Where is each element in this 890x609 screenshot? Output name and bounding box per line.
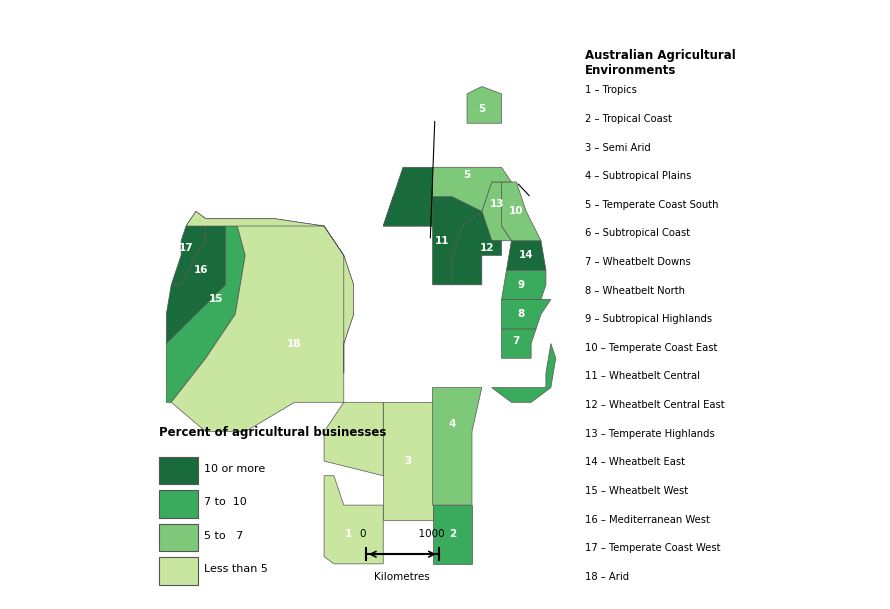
Text: 7 – Wheatbelt Downs: 7 – Wheatbelt Downs [585,257,691,267]
Polygon shape [433,505,472,564]
Polygon shape [433,387,481,505]
Text: 4: 4 [449,420,456,429]
Text: 14: 14 [519,250,533,261]
Text: Kilometres: Kilometres [375,572,430,582]
Text: 15 – Wheatbelt West: 15 – Wheatbelt West [585,486,688,496]
Text: 8 – Wheatbelt North: 8 – Wheatbelt North [585,286,685,295]
Text: 10 – Temperate Coast East: 10 – Temperate Coast East [585,343,717,353]
Text: 9: 9 [518,280,525,290]
Text: 7: 7 [513,336,520,346]
Polygon shape [502,329,536,358]
Polygon shape [384,403,433,520]
Text: 5: 5 [464,170,471,180]
Text: 3 – Semi Arid: 3 – Semi Arid [585,143,651,152]
Text: 11: 11 [435,236,449,246]
Text: 13: 13 [490,199,504,209]
Text: 5 – Temperate Coast South: 5 – Temperate Coast South [585,200,718,209]
Polygon shape [186,211,353,373]
Polygon shape [324,476,384,564]
Polygon shape [384,167,433,226]
Text: 16 – Mediterranean West: 16 – Mediterranean West [585,515,710,524]
Text: 11 – Wheatbelt Central: 11 – Wheatbelt Central [585,371,700,381]
Text: 10 or more: 10 or more [205,464,266,474]
Text: 3: 3 [404,456,411,466]
Text: 6 – Subtropical Coast: 6 – Subtropical Coast [585,228,691,238]
Text: 1: 1 [345,529,352,540]
Text: 10: 10 [509,206,523,216]
Text: 0                1000: 0 1000 [360,529,445,539]
Polygon shape [171,219,384,476]
Text: 17 – Temperate Coast West: 17 – Temperate Coast West [585,543,721,553]
Polygon shape [502,182,541,241]
Text: 12: 12 [480,243,494,253]
Text: 14 – Wheatbelt East: 14 – Wheatbelt East [585,457,685,467]
Text: Percent of agricultural businesses: Percent of agricultural businesses [158,426,386,439]
Polygon shape [506,241,546,270]
Text: 6: 6 [522,375,530,385]
Polygon shape [452,211,502,285]
Text: 1 – Tropics: 1 – Tropics [585,85,637,95]
Polygon shape [467,86,502,123]
Text: 5 to   7: 5 to 7 [205,531,244,541]
FancyBboxPatch shape [158,557,198,585]
Text: 7 to  10: 7 to 10 [205,498,247,507]
Text: Less than 5: Less than 5 [205,565,268,574]
Polygon shape [433,197,481,285]
Text: 9 – Subtropical Highlands: 9 – Subtropical Highlands [585,314,712,324]
FancyBboxPatch shape [158,524,198,551]
Polygon shape [433,167,512,211]
Text: 2 – Tropical Coast: 2 – Tropical Coast [585,114,672,124]
Text: Australian Agricultural
Environments: Australian Agricultural Environments [585,49,736,77]
Polygon shape [481,182,512,241]
Polygon shape [166,219,225,343]
Polygon shape [502,300,551,329]
Text: 4 – Subtropical Plains: 4 – Subtropical Plains [585,171,692,181]
Polygon shape [502,270,546,300]
Polygon shape [166,219,245,403]
Text: 13 – Temperate Highlands: 13 – Temperate Highlands [585,429,715,438]
Text: 16: 16 [193,265,208,275]
Polygon shape [491,343,555,403]
Text: 17: 17 [179,243,193,253]
Text: 15: 15 [208,295,222,304]
Text: 18 – Arid: 18 – Arid [585,572,629,582]
Polygon shape [384,167,433,226]
Text: 5: 5 [478,104,485,113]
FancyBboxPatch shape [158,457,198,484]
Polygon shape [171,211,206,285]
Text: 18: 18 [287,339,302,348]
Text: 12 – Wheatbelt Central East: 12 – Wheatbelt Central East [585,400,724,410]
FancyBboxPatch shape [158,490,198,518]
Text: 8: 8 [518,309,525,319]
Text: 2: 2 [449,529,456,540]
